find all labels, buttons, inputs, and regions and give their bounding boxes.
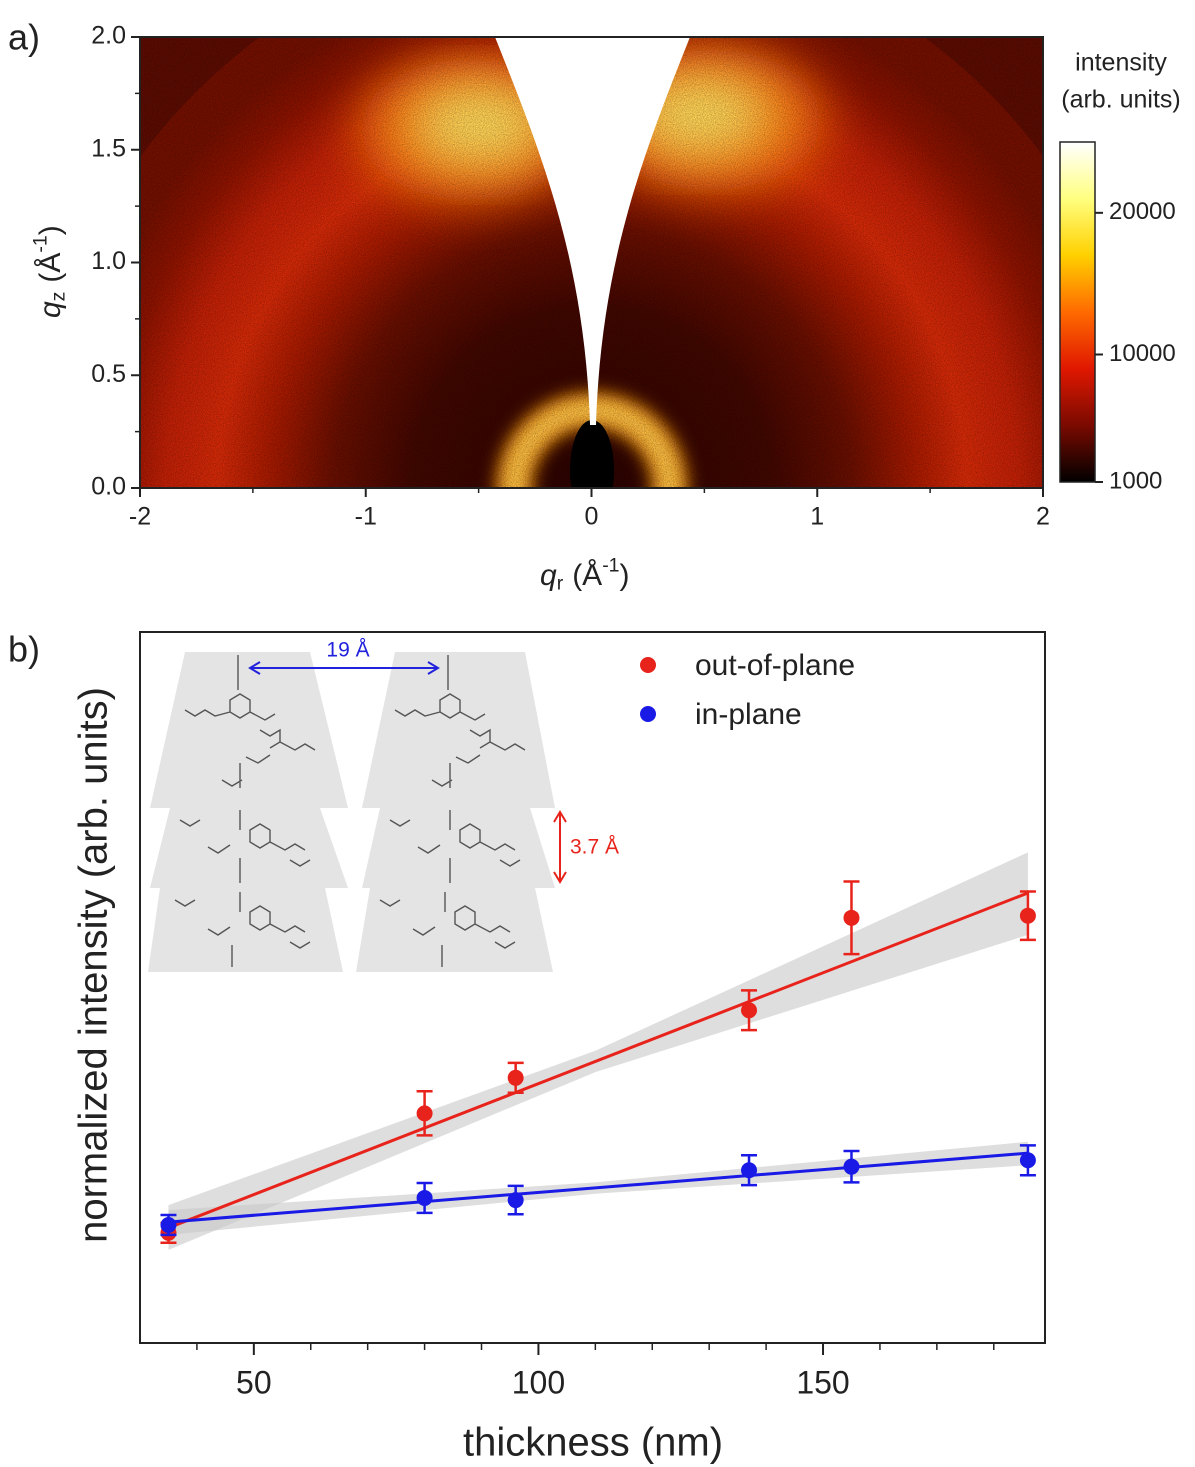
x-tick-label: 100 bbox=[512, 1364, 565, 1400]
y-tick-label: 1.0 bbox=[91, 247, 126, 275]
x-tick-label: 2 bbox=[1036, 503, 1050, 531]
axis-unit: (Å bbox=[572, 559, 602, 592]
data-point bbox=[741, 1162, 758, 1179]
colorbar-title: intensity bbox=[1075, 49, 1167, 77]
data-point bbox=[416, 1105, 433, 1122]
x-axis-title: thickness (nm) bbox=[463, 1421, 723, 1465]
data-point bbox=[1019, 1152, 1036, 1169]
colorbar-tick-label: 1000 bbox=[1109, 467, 1162, 494]
confidence-band bbox=[168, 1050, 596, 1250]
x-tick-label: 150 bbox=[796, 1364, 849, 1400]
axis-superscript: -1 bbox=[30, 235, 52, 252]
axis-subscript: r bbox=[557, 573, 564, 595]
data-point bbox=[416, 1189, 433, 1206]
axis-title: qr (Å-1) bbox=[540, 555, 630, 595]
axis-unit-end: ) bbox=[34, 225, 67, 235]
data-point bbox=[741, 1002, 758, 1019]
legend-label: in-plane bbox=[695, 698, 802, 731]
y-tick-label: 1.5 bbox=[91, 134, 126, 162]
inset-structure bbox=[148, 652, 555, 972]
axis-symbol: q bbox=[540, 559, 557, 592]
axis-superscript: -1 bbox=[602, 555, 619, 577]
legend-marker bbox=[640, 706, 656, 722]
annotation: 19 Å bbox=[326, 639, 369, 662]
axis-symbol: q bbox=[34, 301, 67, 318]
panel-label: a) bbox=[8, 17, 40, 58]
y-tick-label: 0.5 bbox=[91, 360, 126, 388]
colorbar-tick-label: 20000 bbox=[1109, 198, 1176, 225]
colorbar bbox=[1059, 141, 1096, 483]
confidence-band bbox=[595, 1141, 1028, 1194]
data-point bbox=[507, 1069, 524, 1086]
data-point bbox=[160, 1216, 177, 1233]
panel-label: b) bbox=[8, 629, 40, 670]
axis-subscript: z bbox=[48, 292, 70, 302]
confidence-band bbox=[595, 852, 1028, 1073]
heatmap-image bbox=[140, 37, 1043, 488]
fit-line bbox=[167, 891, 1029, 1230]
plot-frame bbox=[139, 631, 1046, 1344]
y-tick-label: 2.0 bbox=[91, 22, 126, 50]
x-tick-label: -2 bbox=[129, 503, 151, 531]
data-point bbox=[1019, 907, 1036, 924]
dimension-arrow bbox=[553, 810, 567, 884]
data-point bbox=[843, 1158, 860, 1175]
y-tick-label: 0.0 bbox=[91, 473, 126, 501]
x-tick-label: 50 bbox=[236, 1364, 272, 1400]
x-tick-label: -1 bbox=[355, 503, 377, 531]
dimension-arrow bbox=[248, 661, 440, 675]
y-axis-title: normalized intensity (arb. units) bbox=[72, 687, 116, 1243]
fit-line bbox=[168, 1151, 1029, 1224]
axis-unit: (Å bbox=[34, 253, 67, 283]
axis-unit-end: ) bbox=[620, 559, 630, 592]
x-tick-label: 0 bbox=[585, 503, 599, 531]
data-point bbox=[843, 909, 860, 926]
x-tick-label: 1 bbox=[810, 503, 824, 531]
legend-label: out-of-plane bbox=[695, 649, 855, 682]
colorbar-tick-label: 10000 bbox=[1109, 340, 1176, 367]
axis-title: qz (Å-1) bbox=[30, 225, 70, 318]
annotation: 3.7 Å bbox=[570, 836, 619, 859]
colorbar-title: (arb. units) bbox=[1061, 86, 1180, 114]
legend-marker bbox=[640, 657, 656, 673]
data-point bbox=[507, 1192, 524, 1209]
